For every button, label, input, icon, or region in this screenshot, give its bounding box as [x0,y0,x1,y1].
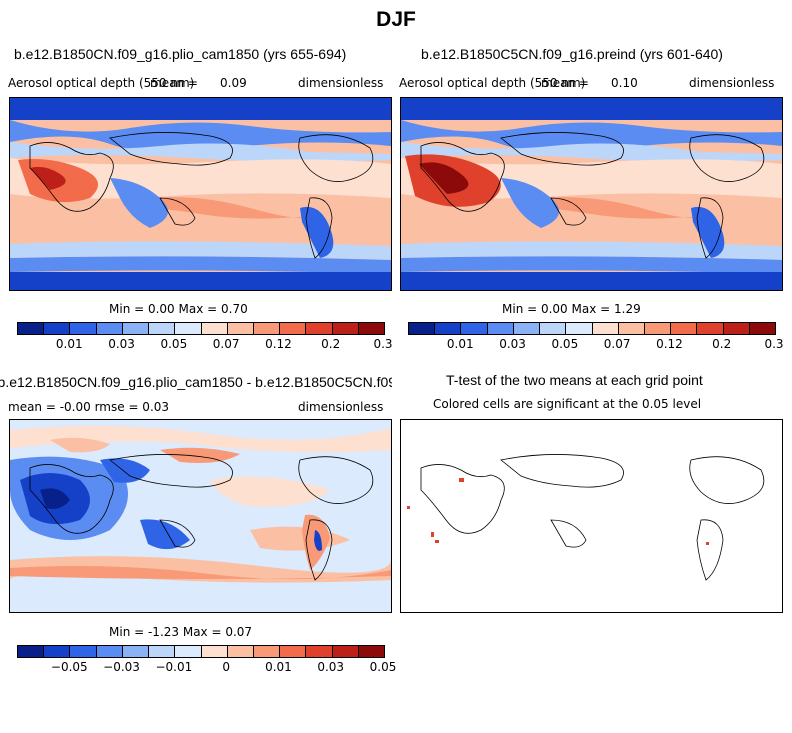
season-title: DJF [376,8,416,31]
colorbar-swatch [461,323,488,334]
units-bottom-left: dimensionless [298,400,384,414]
colorbar-tick-label: 0.05 [551,337,579,351]
colorbar-swatch [149,323,176,334]
diff-map-bottom-left [10,420,391,612]
colorbar-swatch [253,646,281,657]
colorbar-bottom-left [17,645,385,658]
ttest-title: T-test of the two means at each grid poi… [446,372,703,388]
run-title-top-left: b.e12.B1850CN.f09_g16.plio_cam1850 (yrs … [14,46,347,62]
units-top-right: dimensionless [689,76,775,90]
colorbar-tick-label: 0.12 [265,337,292,351]
colorbar-tick-label: 0.01 [55,337,83,351]
colorbar-swatch [18,646,45,657]
colorbar-tick-label: 0.01 [265,660,292,674]
mean-label-top-left: mean = [150,76,198,90]
colorbar-swatch [358,646,385,657]
colorbar-swatch [749,323,776,334]
colorbar-swatch [618,323,645,334]
colorbar-tick-label: 0.03 [108,337,135,351]
map-panel-top-left [9,97,392,291]
colorbar-tick-label: 0.2 [321,337,341,351]
colorbar-swatch [592,323,619,334]
colorbar-swatch [149,646,176,657]
colorbar-swatch [175,323,202,334]
units-top-left: dimensionless [298,76,384,90]
colorbar-swatch [227,646,254,657]
colorbar-swatch [253,323,281,334]
colorbar-tick-label: 0.07 [212,337,240,351]
colorbar-swatch [227,323,254,334]
ttest-map-bottom-right [401,420,782,612]
colorbar-tick-label: 0.03 [499,337,526,351]
colorbar-swatch [96,323,123,334]
colorbar-swatch [201,323,228,334]
colorbar-tick-label: 0.03 [317,660,345,674]
min-max-bottom-left: Min = -1.23 Max = 0.07 [109,625,253,639]
colorbar-swatch [70,646,97,657]
colorbar-swatch [566,323,593,334]
colorbar-swatch [18,323,45,334]
colorbar-swatch [332,646,359,657]
colorbar-swatch [280,646,307,657]
colorbar-swatch [201,646,228,657]
colorbar-tick-label: 0.05 [369,660,397,674]
colorbar-swatch [306,323,333,334]
mean-label-top-right: mean = [541,76,589,90]
colorbar-swatch [70,323,97,334]
variable-label-top-left: Aerosol optical depth (550 nm) [8,76,195,90]
run-title-top-right: b.e12.B1850C5CN.f09_g16.preind (yrs 601-… [421,46,723,62]
colorbar-swatch [96,646,123,657]
colorbar-tick-label: 0.3 [764,337,784,351]
colorbar-swatch [358,323,385,334]
colorbar-swatch [122,323,150,334]
colorbar-swatch [540,323,567,334]
stats-bottom-left: mean = -0.00 rmse = 0.03 [8,400,170,414]
colorbar-tick-label: 0.05 [160,337,188,351]
colorbar-top-right [408,322,776,335]
colorbar-swatch [644,323,672,334]
colorbar-swatch [487,323,514,334]
colorbar-tick-label: 0 [222,660,230,674]
mean-value-top-left: 0.09 [220,76,247,90]
min-max-top-right: Min = 0.00 Max = 1.29 [502,302,641,316]
colorbar-swatch [175,646,202,657]
ttest-subtitle: Colored cells are significant at the 0.0… [433,397,702,411]
colorbar-swatch [44,646,71,657]
colorbar-top-left [17,322,385,335]
colorbar-tick-label: −0.01 [155,660,193,674]
colorbar-swatch [44,323,71,334]
colorbar-tick-label: 0.01 [446,337,474,351]
colorbar-swatch [306,646,333,657]
colorbar-swatch [435,323,462,334]
aod-map-top-left [10,98,391,290]
colorbar-swatch [409,323,436,334]
map-panel-bottom-right [400,419,783,613]
map-panel-bottom-left [9,419,392,613]
colorbar-swatch [723,323,750,334]
colorbar-tick-label: 0.12 [656,337,683,351]
colorbar-tick-label: 0.2 [712,337,732,351]
colorbar-swatch [513,323,541,334]
map-panel-top-right [400,97,783,291]
colorbar-tick-label: −0.03 [103,660,140,674]
variable-label-top-right: Aerosol optical depth (550 nm) [399,76,586,90]
aod-map-top-right [401,98,782,290]
colorbar-tick-label: 0.07 [603,337,631,351]
colorbar-swatch [697,323,724,334]
colorbar-tick-label: −0.05 [50,660,88,674]
colorbar-swatch [122,646,150,657]
run-title-bottom-left: b.e12.B1850CN.f09_g16.plio_cam1850 - b.e… [0,374,392,390]
mean-value-top-right: 0.10 [611,76,638,90]
colorbar-swatch [671,323,698,334]
colorbar-tick-label: 0.3 [373,337,393,351]
colorbar-swatch [332,323,359,334]
colorbar-swatch [280,323,307,334]
min-max-top-left: Min = 0.00 Max = 0.70 [109,302,248,316]
run-title-bottom-left-clip: b.e12.B1850CN.f09_g16.plio_cam1850 - b.e… [0,374,392,394]
